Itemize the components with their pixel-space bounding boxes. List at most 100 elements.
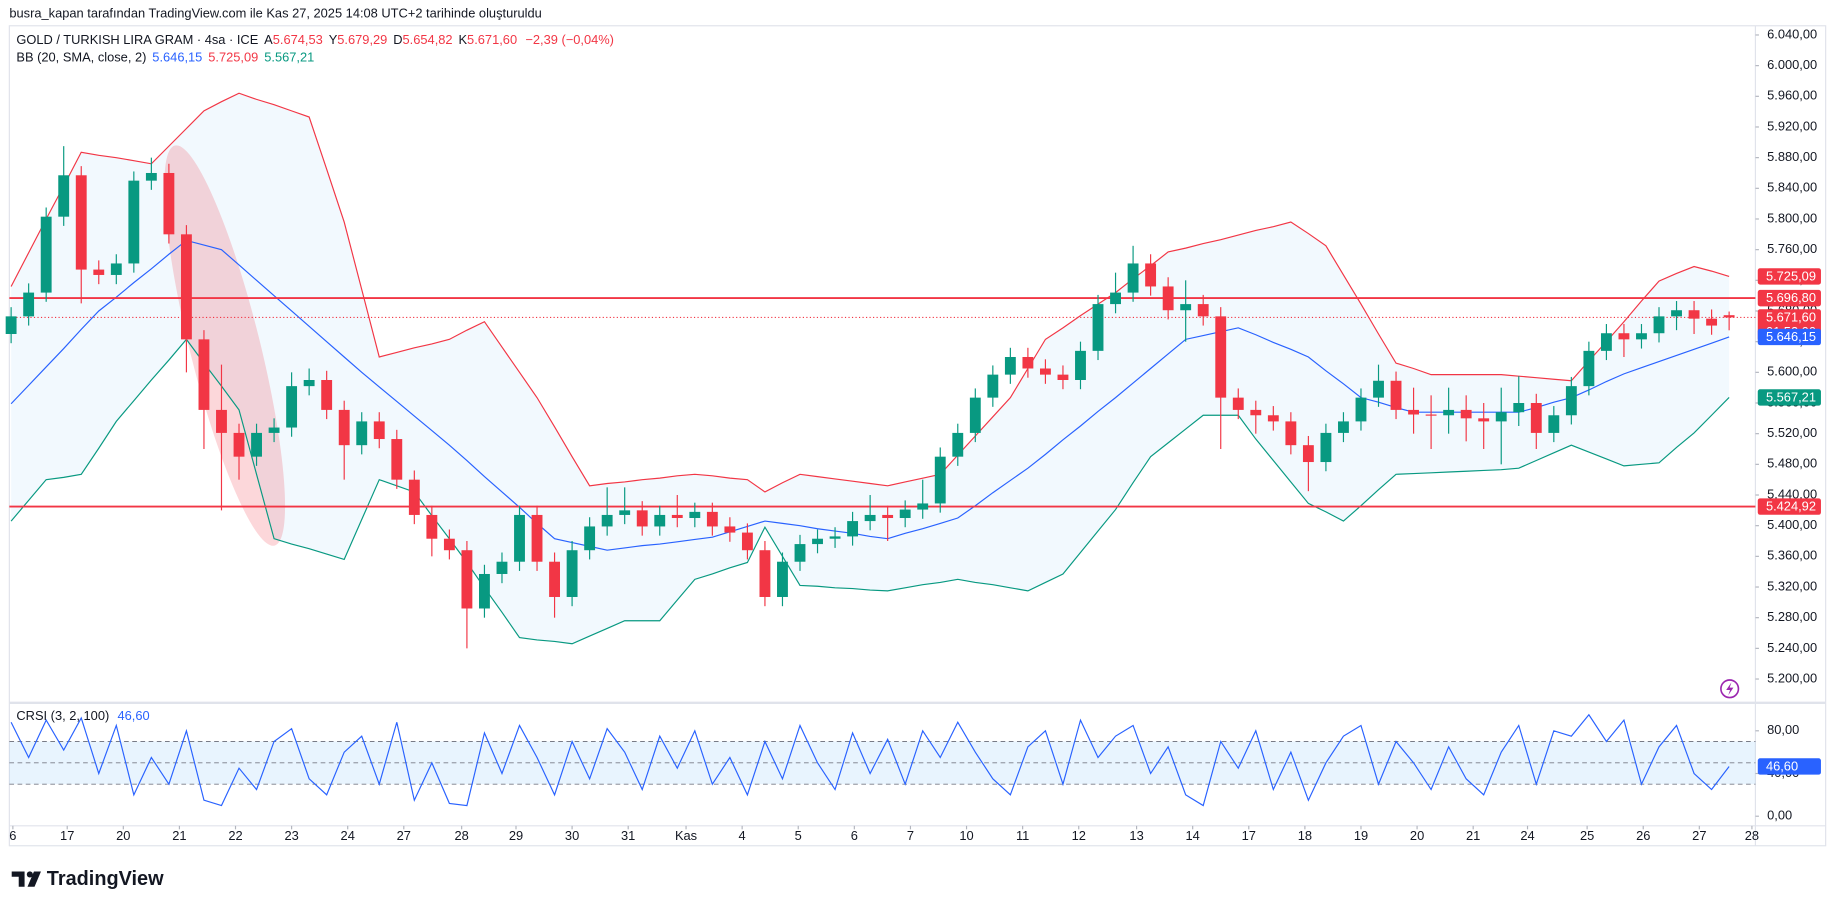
candle-body (1513, 403, 1525, 413)
candle-body (654, 514, 666, 527)
oscillator-value: 46,60 (118, 708, 150, 723)
ohlc-value: 5.671,60 (467, 32, 517, 47)
candle-body (549, 561, 561, 597)
y-tick-label: 5.920,00 (1767, 118, 1817, 133)
x-tick-label: 26 (1636, 828, 1650, 843)
candle-body (1302, 445, 1314, 463)
price-box (1757, 389, 1821, 406)
candle-body (128, 180, 140, 264)
alert-circle (1720, 679, 1740, 699)
candle-body (1320, 432, 1332, 463)
candle-body (584, 526, 596, 551)
x-tick-label: 11 (1016, 828, 1029, 843)
candle-body (1565, 386, 1577, 416)
candle-body (356, 421, 368, 446)
change: −2,39 (−0,04%) (525, 32, 614, 47)
ohlc-value: 5.679,29 (337, 32, 387, 47)
candle-body (1180, 304, 1192, 311)
y-tick-label: 5.320,00 (1767, 578, 1817, 593)
y-tick-label: 5.360,00 (1767, 548, 1817, 563)
candle-body (1390, 380, 1402, 410)
candle-body (1232, 397, 1244, 410)
y-tick-label: 5.280,00 (1767, 609, 1817, 624)
candle-body (216, 409, 227, 433)
candle-body (408, 479, 420, 515)
y-tick-label: 6.000,00 (1767, 57, 1817, 72)
candle-body (1145, 263, 1157, 287)
ohlc-value: 5.654,82 (403, 32, 453, 47)
x-tick-label: 18 (1298, 828, 1312, 843)
y-tick-label: 5.760,00 (1767, 241, 1817, 256)
x-tick-label: 19 (1354, 828, 1368, 843)
candle-body (917, 503, 929, 510)
y-tick-label: 0,00 (1767, 808, 1792, 823)
x-tick-label: 21 (172, 828, 186, 843)
x-tick-label: 6 (851, 828, 858, 843)
symbol-legend: GOLD / TURKISH LIRA GRAM · 4sa · ICE A5.… (16, 32, 614, 47)
candle-body (110, 263, 122, 275)
y-tick-label: 5.240,00 (1767, 640, 1817, 655)
candle-body (1408, 409, 1420, 415)
candle-body (93, 269, 105, 275)
candle-body (1688, 310, 1700, 319)
price-box-label: 5.671,60 (1766, 309, 1816, 324)
candle-body (899, 509, 911, 519)
x-tick-label: 20 (1410, 828, 1424, 843)
x-tick-label: 27 (1692, 828, 1706, 843)
candle-body (671, 514, 683, 519)
candle-body (847, 521, 859, 537)
line-layer (9, 92, 1756, 807)
candle-body (1075, 350, 1086, 380)
candle-body (1495, 412, 1507, 422)
candle-body (952, 432, 964, 457)
candle-body (5, 316, 17, 334)
price-box (1757, 289, 1821, 307)
candle-body (1583, 350, 1595, 387)
price-box-label: 5.725,09 (1766, 268, 1816, 283)
x-tick-label: 20 (116, 828, 130, 843)
band-value: 5.567,21 (264, 50, 314, 65)
alert-bolt (1726, 682, 1734, 696)
candle-body (1338, 421, 1349, 433)
x-tick-label: 5 (795, 828, 802, 843)
candle-body (268, 427, 280, 433)
candle-body (601, 514, 613, 527)
candle-body (1250, 409, 1262, 416)
candle-body (1425, 414, 1437, 416)
alert-icon[interactable] (1720, 679, 1740, 699)
candle-body (1443, 409, 1455, 416)
candle-body (251, 432, 262, 457)
candle-body (443, 538, 455, 551)
candle-body (882, 514, 894, 519)
candle-body (636, 510, 648, 527)
candle-body (23, 292, 35, 317)
candle-body (987, 374, 999, 398)
candle-body (1057, 374, 1069, 380)
symbol-title: GOLD / TURKISH LIRA GRAM · 4sa · ICE (16, 32, 258, 47)
oscillator-line (10, 713, 1730, 807)
candle-body (1548, 415, 1560, 433)
candle-body (1127, 263, 1139, 293)
candle-body (777, 561, 788, 597)
x-tick-label: 13 (1129, 828, 1143, 843)
candle-body (1022, 356, 1034, 369)
candle-body (1215, 316, 1227, 398)
candle-body (724, 526, 736, 533)
candle-body (759, 550, 771, 597)
candle-body (338, 409, 350, 446)
candle-body (1197, 304, 1209, 317)
y-tick-label: 5.600,00 (1767, 364, 1817, 379)
candle-body (619, 510, 631, 515)
band-value: 5.725,09 (208, 50, 258, 65)
attribution: busra_kapan tarafından TradingView.com i… (9, 5, 541, 20)
label-layer: 5.725,095.696,805.671,6001:52:005.646,15… (1757, 268, 1821, 775)
x-tick-label: 25 (1580, 828, 1594, 843)
candle-body (1355, 397, 1367, 422)
candle-body (496, 561, 508, 574)
y-tick-label: 5.960,00 (1767, 88, 1817, 103)
candle-body (1723, 315, 1735, 318)
x-tick-label: 12 (1072, 828, 1086, 843)
x-tick-label: 4 (739, 828, 746, 843)
